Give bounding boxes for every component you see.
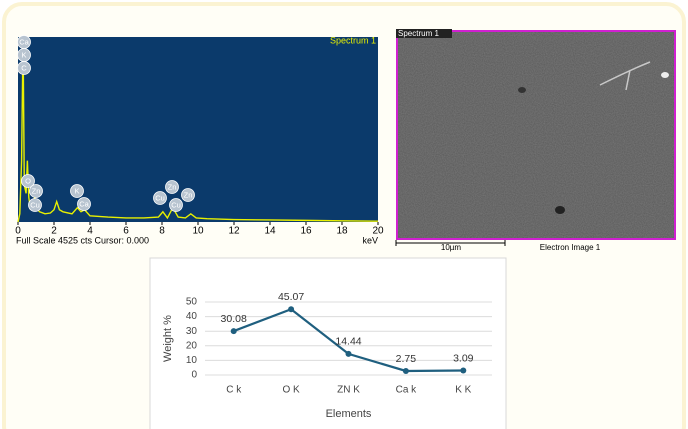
peak-label: O [25,176,31,185]
peak-label: C [21,63,27,72]
x-tick-label: 12 [228,226,240,237]
x-tick-label: O K [282,385,300,396]
data-label: 30.08 [221,313,247,325]
y-tick-label: 40 [186,311,198,322]
sem-pit [555,206,565,214]
x-axis-label: Elements [326,408,372,420]
peak-label: Cu [30,200,40,209]
point [460,367,466,373]
point [288,306,294,312]
data-label: 2.75 [396,353,417,365]
sem-pit [518,87,526,93]
point [403,368,409,374]
x-tick-label: 10 [192,226,204,237]
image-caption: Electron Image 1 [540,243,601,252]
x-tick-label: ZN K [337,385,360,396]
data-label: 3.09 [453,352,474,364]
scale-label: 10µm [441,243,462,252]
x-tick-label: 8 [159,226,165,237]
x-tick-label: 14 [264,226,276,237]
x-tick-label: Ca k [396,385,418,396]
x-tick-label: C k [226,385,242,396]
point [231,328,237,334]
x-axis-label: keV [362,235,378,245]
figure: Spectrum 1 10µm Electron Image 1 Spectru… [0,0,688,429]
peak-label: Zn [168,182,177,191]
sem-particle [661,72,669,78]
data-label: 45.07 [278,291,304,303]
data-label: 14.44 [335,336,361,348]
page: Spectrum 1 10µm Electron Image 1 Spectru… [0,0,688,429]
peak-label: Ca [79,199,89,208]
x-tick-label: 16 [300,226,312,237]
y-tick-label: 20 [186,340,198,351]
spectrum-footer: Full Scale 4525 cts Cursor: 0.000 [16,235,149,245]
y-tick-label: 10 [186,355,198,366]
peak-label: Zn [32,186,41,195]
peak-label: Cu [155,193,165,202]
peak-label: Ca [19,37,29,46]
sem-image: Spectrum 1 10µm Electron Image 1 [396,29,676,252]
spectrum-title: Spectrum 1 [330,35,376,45]
peak-label: K [74,186,79,195]
peak-label: K [21,50,26,59]
line-chart-box [150,258,506,429]
peak-label: Zn [184,190,193,199]
y-tick-label: 50 [186,297,198,308]
y-tick-label: 30 [186,326,198,337]
sem-label: Spectrum 1 [398,29,439,38]
sem-texture [396,30,676,240]
y-axis-label: Weight % [162,315,174,362]
x-tick-label: K K [455,385,471,396]
y-tick-label: 0 [191,370,197,381]
x-tick-label: 18 [336,226,348,237]
peak-label: Cu [171,200,181,209]
point [346,351,352,357]
